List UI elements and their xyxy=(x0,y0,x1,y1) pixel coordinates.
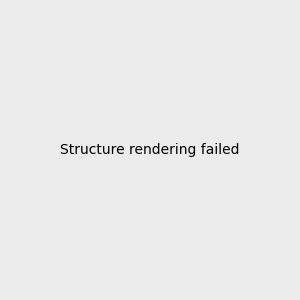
Text: Structure rendering failed: Structure rendering failed xyxy=(60,143,240,157)
